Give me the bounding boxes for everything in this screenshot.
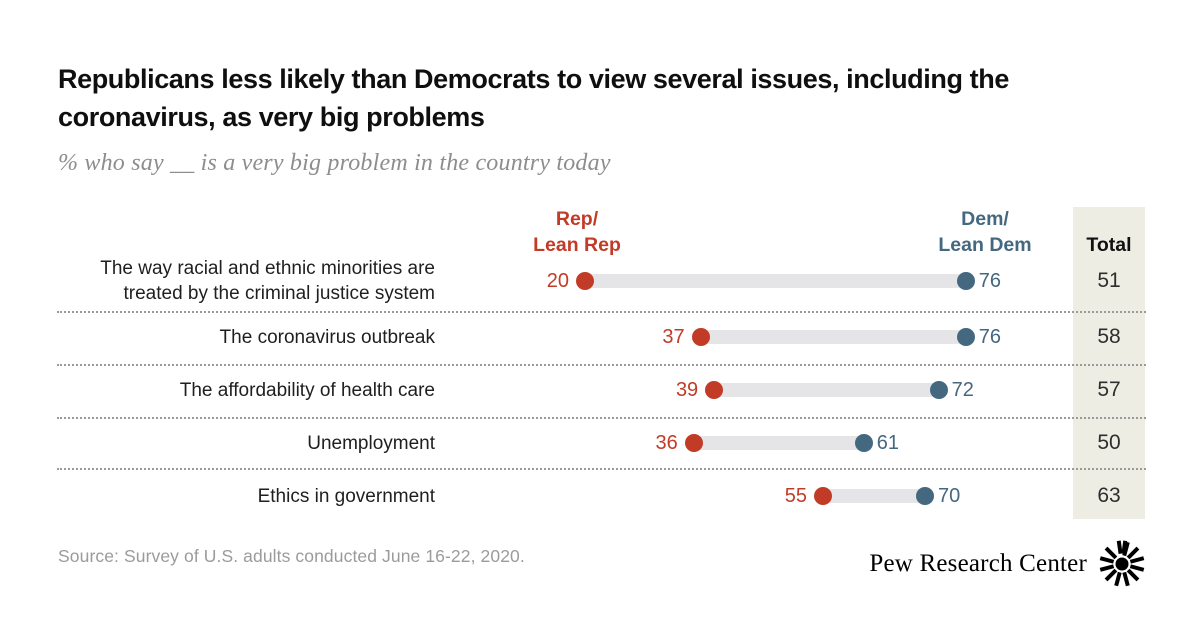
brand-lockup: Pew Research Center	[869, 538, 1148, 590]
chart-row: The coronavirus outbreak 37 76 58	[0, 311, 1200, 363]
rep-dot	[691, 328, 710, 346]
row-label: The affordability of health care	[179, 379, 435, 401]
dem-value: 70	[938, 485, 961, 507]
dumbbell-bar	[693, 436, 864, 450]
dem-dot	[956, 328, 975, 346]
dem-dot	[929, 381, 948, 399]
total-value: 63	[1097, 484, 1121, 507]
rep-value: 37	[662, 326, 685, 348]
total-value: 58	[1097, 325, 1121, 348]
chart-row: Ethics in government 55 70 63	[0, 470, 1200, 522]
row-label: The coronavirus outbreak	[219, 326, 435, 348]
chart-row: Unemployment 36 61 50	[0, 417, 1200, 469]
rep-value: 20	[546, 270, 569, 292]
source-note: Source: Survey of U.S. adults conducted …	[58, 546, 525, 566]
chart-subtitle: % who say __ is a very big problem in th…	[58, 150, 611, 176]
rep-value: 36	[655, 432, 678, 454]
total-value: 51	[1097, 269, 1121, 292]
rep-dot	[705, 381, 724, 399]
column-header-dem: Dem/ Lean Dem	[938, 208, 1032, 256]
dem-dot	[854, 434, 873, 452]
dumbbell-bar	[585, 274, 966, 288]
rep-dot	[684, 434, 703, 452]
rep-dot	[576, 272, 594, 290]
dem-value: 61	[876, 432, 900, 454]
row-label: Ethics in government	[257, 485, 435, 507]
row-separator	[57, 364, 1146, 366]
total-column-background	[1073, 207, 1145, 519]
chart-title: Republicans less likely than Democrats t…	[58, 64, 1009, 132]
rep-value: 39	[675, 379, 699, 401]
row-label: Unemployment	[307, 432, 435, 454]
dem-value: 76	[978, 326, 1002, 348]
dem-dot	[956, 272, 975, 290]
chart-row: The way racial and ethnic minorities are…	[0, 255, 1200, 307]
column-header-total: Total	[1086, 234, 1132, 256]
column-header-rep: Rep/ Lean Rep	[533, 208, 621, 256]
pew-sunburst-logo-icon	[1099, 540, 1145, 587]
rep-dot	[814, 487, 832, 505]
dem-dot	[916, 487, 934, 505]
row-separator	[57, 468, 1146, 470]
dem-value: 72	[951, 379, 974, 401]
rep-value: 55	[784, 485, 807, 507]
total-value: 50	[1097, 431, 1121, 454]
dem-value: 76	[978, 270, 1002, 292]
chart-row: The affordability of health care 39 72 5…	[0, 364, 1200, 416]
row-label: The way racial and ethnic minorities are…	[100, 258, 435, 304]
dumbbell-bar	[700, 330, 966, 344]
total-value: 57	[1097, 378, 1121, 401]
dumbbell-bar	[714, 383, 939, 397]
brand-name: Pew Research Center	[869, 550, 1087, 577]
row-separator	[57, 311, 1146, 313]
dumbbell-bar	[823, 489, 925, 503]
row-separator	[57, 417, 1146, 419]
